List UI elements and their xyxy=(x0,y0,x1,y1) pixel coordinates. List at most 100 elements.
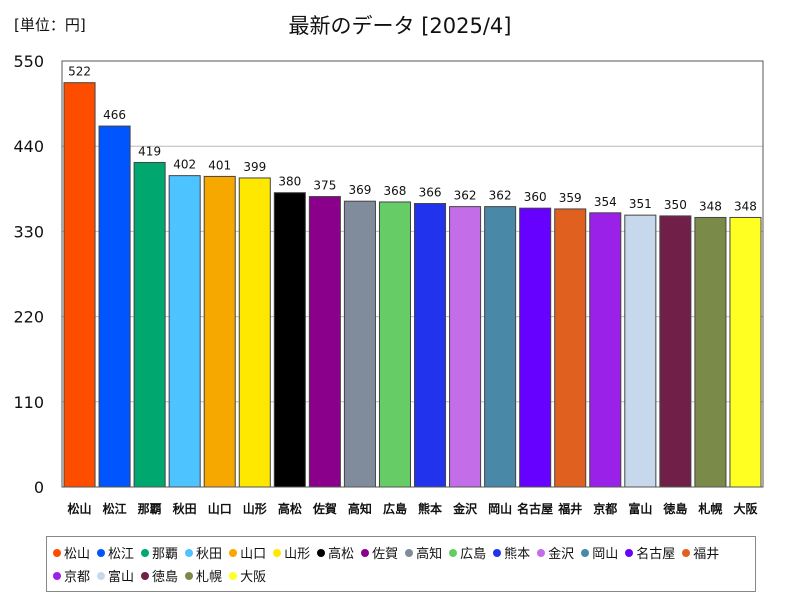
bar xyxy=(449,206,482,488)
data-label: 399 xyxy=(243,160,266,174)
bar xyxy=(519,207,552,488)
data-label: 380 xyxy=(278,175,301,189)
legend-marker xyxy=(493,548,502,557)
data-label: 522 xyxy=(68,65,91,79)
legend-marker xyxy=(185,548,194,557)
legend-marker xyxy=(317,548,326,557)
legend-marker xyxy=(581,548,590,557)
data-label: 360 xyxy=(524,190,547,204)
legend-item: 松山 xyxy=(53,541,90,564)
legend-marker xyxy=(405,548,414,557)
legend-label: 山形 xyxy=(284,547,311,562)
legend-label: 熊本 xyxy=(504,547,531,562)
bar xyxy=(343,200,376,488)
y-tick-label: 440 xyxy=(13,137,44,156)
data-label: 366 xyxy=(419,186,442,200)
legend-marker xyxy=(141,571,150,580)
legend-label: 富山 xyxy=(108,570,135,585)
legend-item: 高知 xyxy=(405,541,442,564)
legend-item: 山口 xyxy=(229,541,266,564)
x-tick-label: 山口 xyxy=(208,501,232,516)
grid-lines xyxy=(62,60,763,488)
legend-marker xyxy=(625,548,634,557)
data-label: 350 xyxy=(664,198,687,212)
bar xyxy=(484,206,517,488)
legend-label: 札幌 xyxy=(196,570,223,585)
legend-marker xyxy=(273,548,282,557)
legend-label: 高松 xyxy=(328,547,355,562)
bar xyxy=(238,177,271,488)
legend-label: 徳島 xyxy=(152,570,179,585)
legend-label: 佐賀 xyxy=(372,547,399,562)
data-labels: 522 466 419 402 401 399 380 375 369 368 366 362 362 3… xyxy=(68,65,757,214)
legend-marker xyxy=(53,548,61,557)
legend-marker xyxy=(537,548,546,557)
legend-marker xyxy=(229,548,238,557)
legend-label: 高知 xyxy=(416,547,443,562)
legend-label: 山口 xyxy=(240,547,267,562)
legend-item: 札幌 xyxy=(185,564,222,587)
bars xyxy=(63,82,762,488)
x-tick-label: 名古屋 xyxy=(517,501,553,516)
y-tick-label: 550 xyxy=(13,52,44,71)
legend-item: 岡山 xyxy=(581,541,618,564)
x-tick-label: 広島 xyxy=(383,501,407,516)
legend-marker xyxy=(229,571,238,580)
plot-frame xyxy=(61,60,764,488)
legend-item: 那覇 xyxy=(141,541,178,564)
x-axis-ticks: 松山 松江 那覇 秋田 山口 山形 高松 佐賀 高知 広島 熊本 金沢 岡山 名古屋 福井 京都 富山 徳島 札幌大… xyxy=(68,501,759,516)
y-tick-label: 330 xyxy=(13,222,44,241)
legend-item: 福井 xyxy=(682,541,719,564)
legend-item: 高松 xyxy=(317,541,354,564)
bar-chart: 0 110 220 330 440 550 522 466 419 402 401 399 380 37… xyxy=(13,52,764,516)
bar xyxy=(659,215,692,488)
legend-item: 京都 xyxy=(53,564,90,587)
x-tick-label: 京都 xyxy=(593,501,617,516)
bar xyxy=(168,175,201,488)
data-label: 401 xyxy=(208,158,231,172)
legend-label: 広島 xyxy=(460,547,487,562)
x-tick-label: 高松 xyxy=(278,501,302,516)
legend-label: 大阪 xyxy=(240,570,267,585)
chart-title: 最新のデータ [2025/4] xyxy=(288,14,512,38)
legend-item: 松江 xyxy=(97,541,134,564)
data-label: 359 xyxy=(559,191,582,205)
legend-marker xyxy=(361,548,370,557)
legend-label: 那覇 xyxy=(152,547,179,562)
legend-marker xyxy=(97,571,106,580)
x-tick-label: 秋田 xyxy=(173,501,197,516)
data-label: 362 xyxy=(489,189,512,203)
y-axis-ticks: 0 110 220 330 440 550 xyxy=(13,52,44,497)
legend-label: 松山 xyxy=(64,547,91,562)
data-label: 419 xyxy=(138,144,161,158)
data-label: 354 xyxy=(594,195,617,209)
legend: 松山 松江 那覇 秋田 山口 山形 高松 佐賀 高知 広島 熊本 金沢 岡山 名古屋 福井 京都 富山 徳島 札幌 大… xyxy=(46,536,756,592)
legend-item: 徳島 xyxy=(141,564,178,587)
data-label: 351 xyxy=(629,197,652,211)
legend-marker xyxy=(449,548,458,557)
legend-item: 山形 xyxy=(273,541,310,564)
legend-marker xyxy=(141,548,150,557)
x-tick-label: 松山 xyxy=(68,501,92,516)
bar xyxy=(694,216,727,488)
data-label: 362 xyxy=(454,189,477,203)
data-label: 348 xyxy=(734,199,757,213)
legend-item: 熊本 xyxy=(493,541,530,564)
bar xyxy=(729,216,762,488)
data-label: 375 xyxy=(313,179,336,193)
data-label: 466 xyxy=(103,108,126,122)
bar xyxy=(554,208,587,488)
y-tick-label: 0 xyxy=(34,478,44,497)
x-tick-label: 山形 xyxy=(243,501,267,516)
legend-item: 名古屋 xyxy=(625,541,675,564)
x-tick-label: 高知 xyxy=(348,501,372,516)
y-tick-label: 110 xyxy=(13,393,44,412)
bar xyxy=(308,196,341,488)
legend-label: 福井 xyxy=(693,547,720,562)
x-tick-label: 福井 xyxy=(557,501,582,516)
legend-item: 広島 xyxy=(449,541,486,564)
legend-item: 佐賀 xyxy=(361,541,398,564)
bar xyxy=(273,192,306,488)
data-label: 402 xyxy=(173,158,196,172)
data-label: 369 xyxy=(348,183,371,197)
